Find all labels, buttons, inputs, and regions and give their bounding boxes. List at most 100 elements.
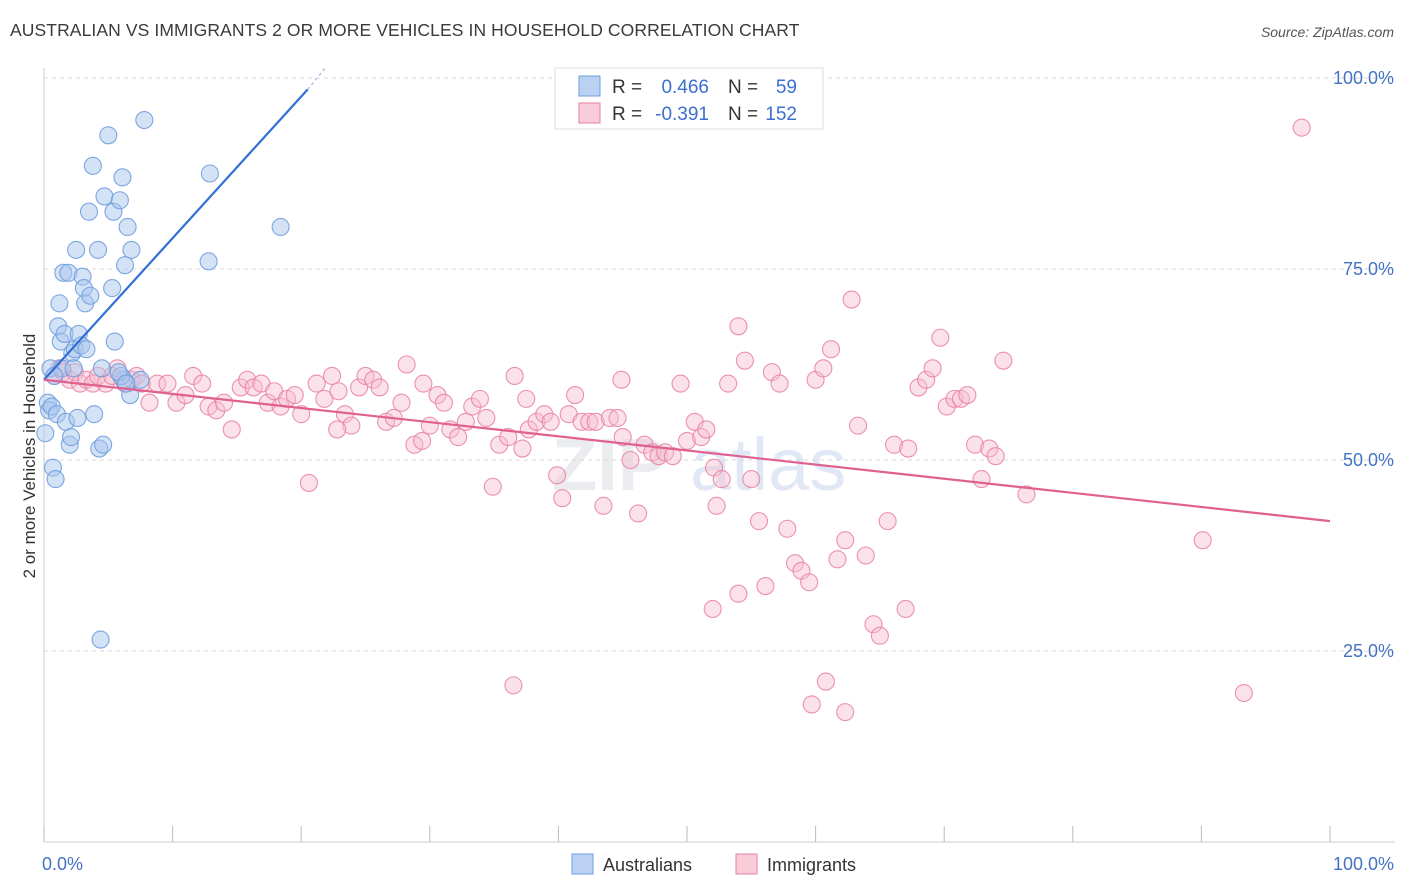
- immigrants-point: [414, 374, 433, 393]
- immigrants-point: [828, 550, 847, 569]
- trend-lines: [43, 66, 1331, 523]
- australians-point: [81, 286, 100, 305]
- x-tick-label: 100.0%: [1333, 854, 1394, 874]
- australians-point: [200, 164, 219, 183]
- immigrants-point: [541, 412, 560, 431]
- legend-swatch: [578, 102, 601, 124]
- immigrants-point: [749, 512, 769, 531]
- y-tick-label: 75.0%: [1343, 259, 1394, 279]
- australians-point: [83, 156, 102, 175]
- australians-trend-extension: [307, 66, 327, 90]
- immigrants-point: [629, 504, 648, 523]
- immigrants-point: [594, 496, 613, 515]
- australians-point: [88, 240, 108, 259]
- australians-point: [50, 294, 69, 313]
- immigrants-point: [814, 359, 833, 378]
- immigrants-point: [449, 428, 468, 447]
- immigrants-point: [499, 428, 518, 447]
- legend-r-label: R =: [612, 104, 642, 125]
- immigrants-point: [328, 420, 347, 439]
- immigrants-point: [553, 489, 572, 508]
- immigrants-point: [842, 290, 861, 309]
- australians-point: [199, 252, 218, 271]
- immigrants-point: [299, 473, 318, 492]
- immigrants-point: [966, 435, 985, 454]
- immigrants-point: [707, 496, 726, 515]
- immigrants-point: [899, 439, 918, 458]
- australians-point: [271, 217, 290, 237]
- immigrants-points: [45, 118, 1311, 722]
- australians-points: [36, 110, 290, 649]
- chart-title: AUSTRALIAN VS IMMIGRANTS 2 OR MORE VEHIC…: [10, 20, 800, 40]
- immigrants-point: [703, 599, 722, 619]
- immigrants-point: [980, 439, 999, 458]
- bottom-legend-swatch-australians: [571, 853, 594, 875]
- immigrants-point: [756, 577, 775, 596]
- immigrants-point: [397, 355, 416, 374]
- immigrants-point: [816, 672, 835, 691]
- legend-r-value: -0.391: [655, 104, 709, 125]
- immigrants-point: [729, 584, 748, 603]
- immigrants-point: [207, 401, 226, 420]
- immigrants-point: [323, 366, 342, 386]
- immigrants-point: [1193, 531, 1212, 550]
- immigrants-point: [364, 370, 383, 389]
- immigrants-point: [848, 416, 868, 435]
- immigrants-point: [802, 695, 821, 714]
- immigrants-point: [917, 370, 936, 389]
- bottom-legend-swatch-immigrants: [735, 853, 758, 875]
- immigrants-point: [778, 519, 797, 538]
- immigrants-point: [434, 393, 453, 412]
- immigrants-point: [697, 420, 716, 439]
- legend-n-label: N =: [728, 77, 758, 98]
- immigrants-point: [504, 676, 523, 695]
- immigrants-point: [613, 428, 632, 447]
- australians-point: [105, 332, 124, 351]
- immigrants-point: [785, 554, 805, 573]
- immigrants-point: [470, 389, 490, 408]
- immigrants-point: [896, 599, 915, 619]
- immigrants-point: [735, 351, 754, 370]
- immigrants-point: [517, 389, 536, 408]
- australians-point: [118, 217, 137, 237]
- immigrants-point: [315, 389, 334, 408]
- immigrants-point: [307, 374, 326, 393]
- immigrants-point: [428, 386, 447, 405]
- immigrants-point: [612, 370, 631, 389]
- bottom-legend-australians: Australians: [603, 855, 692, 875]
- australians-point: [67, 240, 86, 259]
- australians-point: [94, 435, 113, 454]
- legend-n-value: 59: [776, 77, 797, 98]
- immigrants-point: [463, 397, 482, 416]
- x-tick-label: 0.0%: [42, 854, 83, 874]
- immigrants-point: [420, 416, 439, 435]
- immigrants-point: [392, 393, 411, 412]
- immigrants-point: [836, 703, 855, 722]
- immigrants-point: [1292, 118, 1311, 137]
- legend-swatch: [578, 75, 601, 97]
- immigrants-point: [856, 546, 875, 565]
- immigrants-point: [505, 366, 524, 386]
- immigrants-point: [621, 450, 640, 470]
- immigrants-point: [140, 393, 159, 412]
- immigrants-point: [729, 317, 748, 336]
- australians-point: [61, 428, 81, 447]
- immigrants-point: [931, 328, 950, 347]
- immigrants-point: [342, 416, 361, 435]
- legend: R = 0.466 N = 59 R = -0.391 N = 152: [554, 67, 824, 130]
- immigrants-point: [193, 374, 212, 393]
- immigrants-point: [477, 408, 496, 428]
- immigrants-point: [994, 351, 1013, 370]
- immigrants-point: [937, 397, 956, 416]
- australians-point: [110, 191, 129, 210]
- immigrants-point: [1234, 683, 1253, 703]
- immigrants-point: [663, 447, 682, 466]
- immigrants-point: [572, 412, 591, 431]
- immigrants-point: [671, 374, 690, 393]
- legend-r-label: R =: [612, 77, 642, 98]
- australians-point: [113, 168, 132, 187]
- immigrants-point: [214, 393, 234, 412]
- immigrants-point: [864, 615, 883, 634]
- australians-point: [64, 359, 83, 378]
